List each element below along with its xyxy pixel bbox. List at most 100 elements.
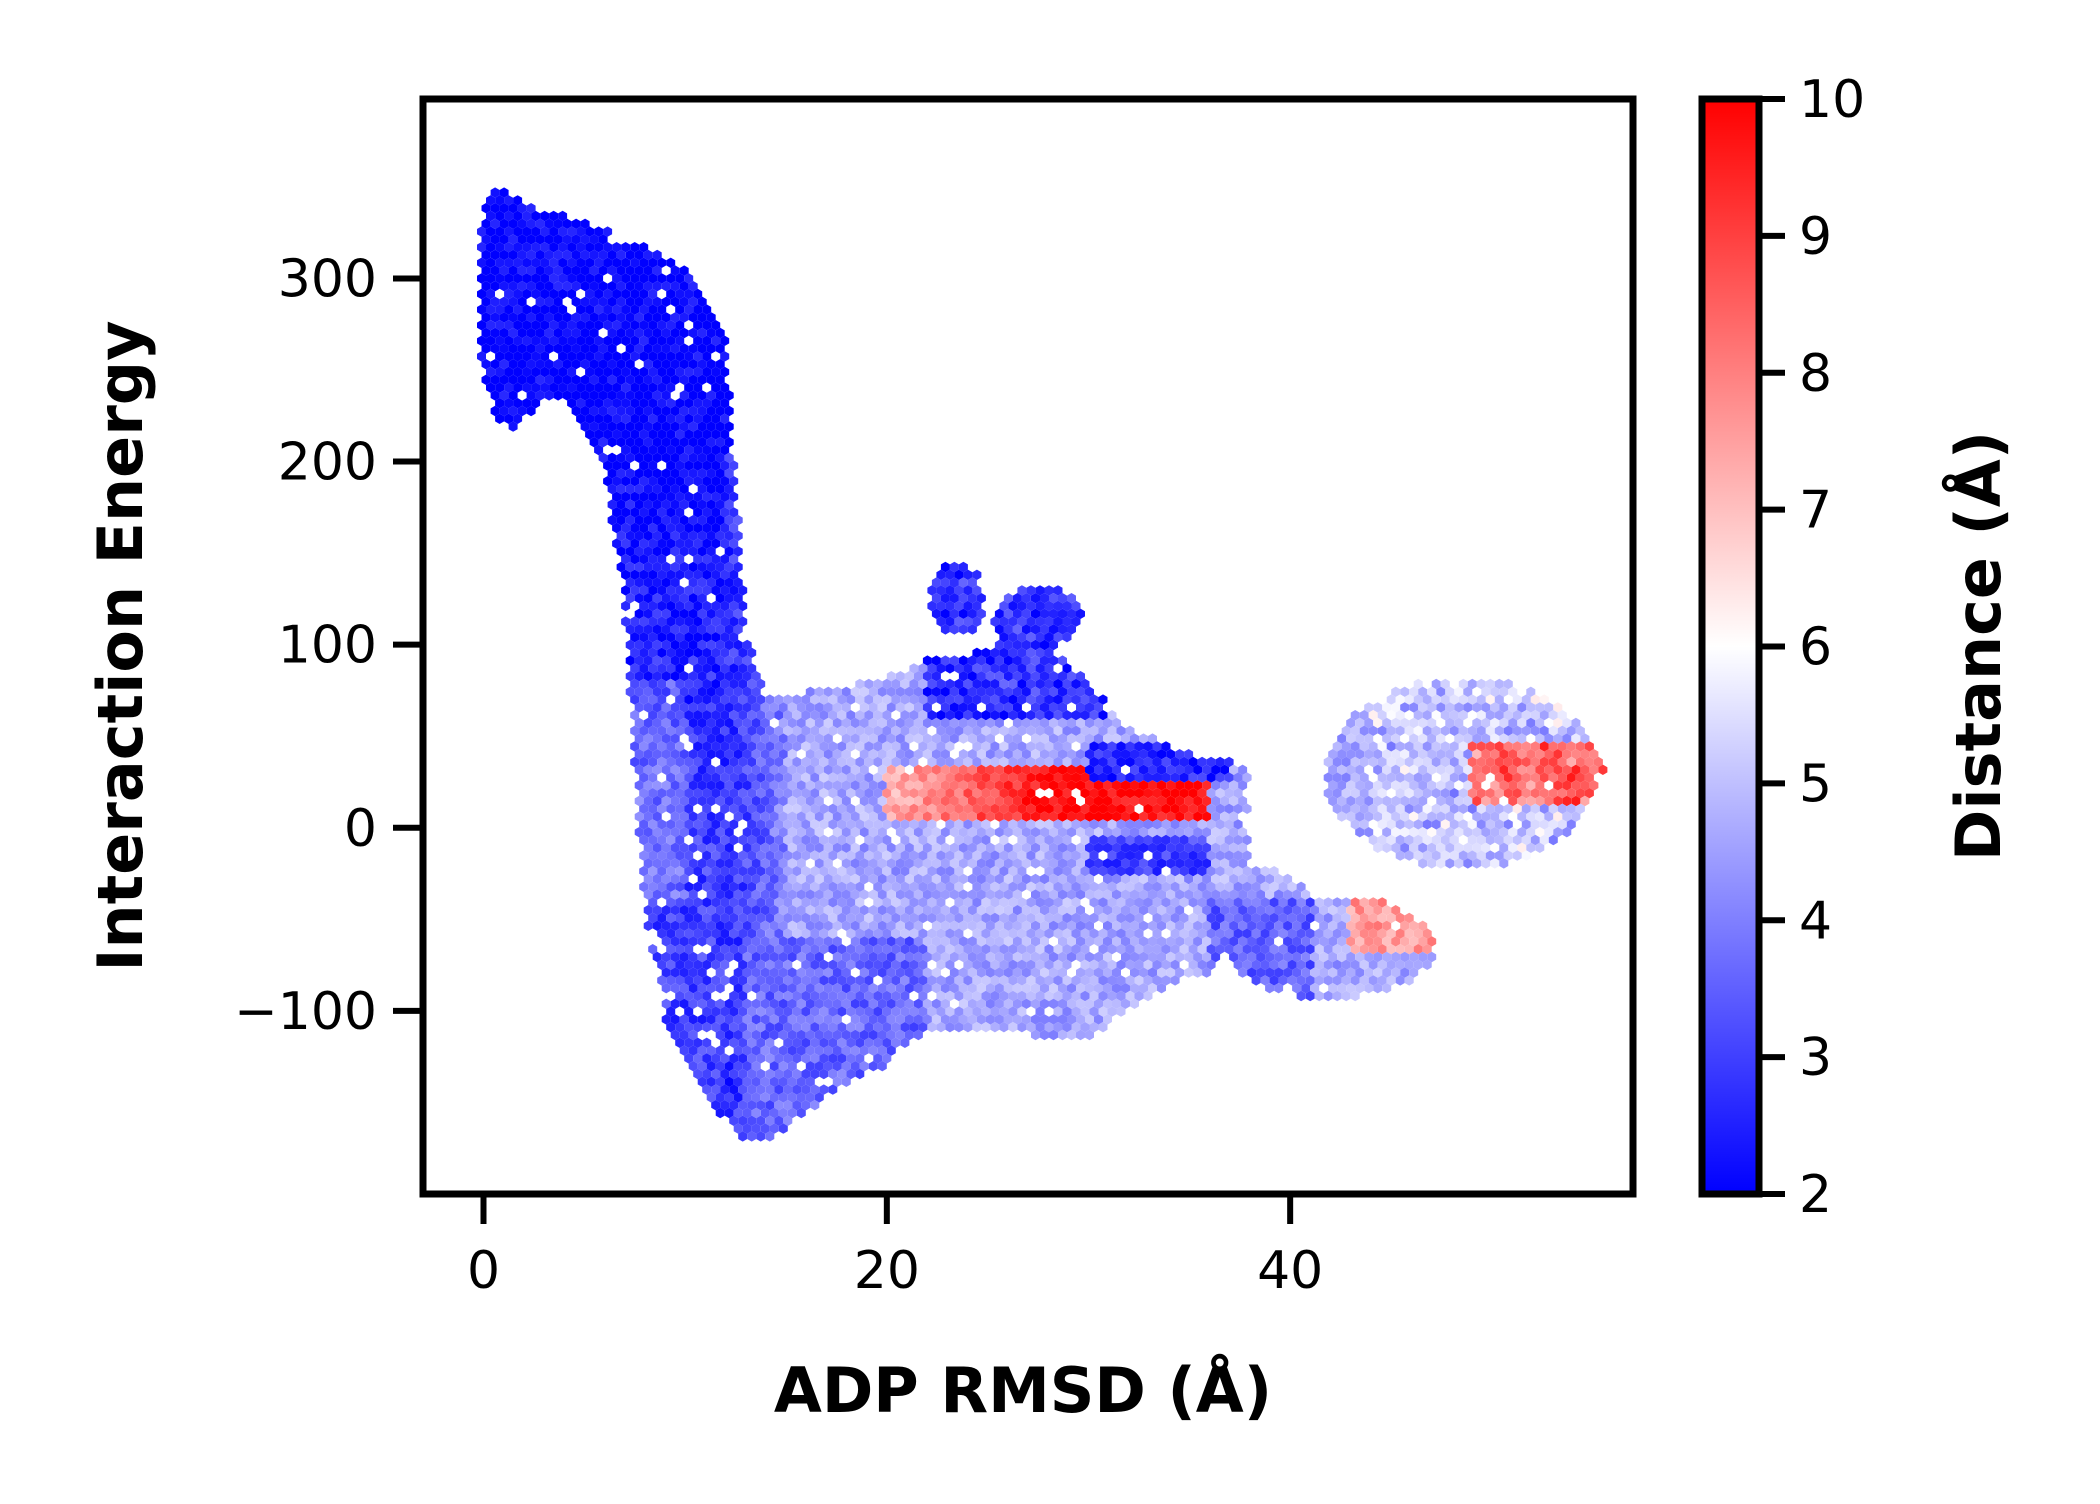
hexbin-cell xyxy=(1053,616,1063,627)
hexbin-cell xyxy=(571,265,581,276)
hexbin-cell xyxy=(657,600,667,612)
hexbin-cell xyxy=(886,686,896,697)
hexbin-cell xyxy=(621,398,631,409)
hexbin-cell xyxy=(706,686,716,697)
hexbin-cell xyxy=(621,600,631,612)
hexbin-cell xyxy=(994,655,1004,666)
hexbin-cell xyxy=(958,624,968,635)
hexbin-cell xyxy=(648,476,658,487)
hexbin-cell xyxy=(634,686,644,697)
hexbin-cell xyxy=(567,351,577,362)
hexbin-cell xyxy=(630,538,640,549)
hexbin-cell xyxy=(679,421,689,432)
hexbin-cell xyxy=(607,249,617,261)
hexbin-cell xyxy=(679,437,689,448)
hexbin-cell xyxy=(999,632,1009,643)
hexbin-cell xyxy=(1017,632,1027,643)
hexbin-cell xyxy=(711,429,721,440)
hexbin-cell xyxy=(639,616,649,627)
hexbin-cell xyxy=(675,538,685,549)
hexbin-cell xyxy=(706,624,716,635)
hexbin-cell xyxy=(490,234,500,245)
hexbin-cell xyxy=(927,678,937,690)
hexbin-cell xyxy=(715,452,725,463)
hexbin-cell xyxy=(612,304,622,315)
hexbin-cell xyxy=(1008,663,1018,674)
hexbin-cell xyxy=(976,608,986,619)
hexbin-cell xyxy=(630,522,640,534)
colorbar-tick-label: 9 xyxy=(1799,207,1832,267)
hexbin-cell xyxy=(981,647,991,658)
hexbin-cell xyxy=(517,405,527,417)
hexbin-cell xyxy=(535,249,545,261)
hexbin-cell xyxy=(715,390,725,401)
hexbin-cell xyxy=(1494,694,1504,705)
hexbin-cell xyxy=(895,686,905,697)
hexbin-cell xyxy=(544,390,554,401)
hexbin-cell xyxy=(522,335,532,346)
hexbin-cell xyxy=(544,327,554,339)
hexbin-cell xyxy=(940,593,950,604)
hexbin-cell xyxy=(693,413,703,424)
hexbin-cell xyxy=(643,655,653,666)
hexbin-cell xyxy=(729,616,739,627)
hexbin-cell xyxy=(666,585,676,596)
hexbin-cell xyxy=(927,694,937,705)
hexbin-cell xyxy=(729,522,739,534)
hexbin-cell xyxy=(679,702,689,713)
hexbin-cell xyxy=(661,655,671,666)
hexbin-cell xyxy=(589,249,599,261)
hexbin-cell xyxy=(1076,608,1085,619)
hexbin-cell xyxy=(711,694,721,705)
hexbin-cell xyxy=(549,366,559,378)
hexbin-cell xyxy=(724,546,734,557)
hexbin-cell xyxy=(1427,686,1437,697)
hexbin-cell xyxy=(684,522,694,534)
hexbin-cell xyxy=(738,694,748,705)
hexbin-cell xyxy=(1026,647,1036,658)
hexbin-cell xyxy=(729,600,739,612)
hexbin-cell xyxy=(594,242,604,253)
hexbin-cell xyxy=(517,203,527,214)
hexbin-cell xyxy=(594,351,604,362)
hexbin-cell xyxy=(724,561,734,573)
hexbin-cell xyxy=(517,296,527,307)
hexbin-cell xyxy=(562,234,572,245)
hexbin-cell xyxy=(625,546,635,557)
hexbin-cell xyxy=(526,218,536,229)
x-tick-label: 40 xyxy=(1257,1241,1323,1301)
hexbin-cell xyxy=(639,600,649,612)
hexbin-cell xyxy=(490,203,500,214)
hexbin-cell xyxy=(612,242,622,253)
hexbin-cell xyxy=(675,351,685,362)
hexbin-cell xyxy=(684,444,694,456)
hexbin-cell xyxy=(684,491,694,502)
hexbin-cell xyxy=(504,398,514,409)
hexbin-cell xyxy=(634,671,644,682)
hexbin-cell xyxy=(625,421,635,432)
hexbin-cell xyxy=(544,218,554,229)
hexbin-cell xyxy=(648,398,658,409)
hexbin-cell xyxy=(576,382,586,393)
hexbin-cell xyxy=(661,702,671,713)
hexbin-cell xyxy=(625,249,635,261)
hexbin-cell xyxy=(936,694,946,705)
hexbin-cell xyxy=(571,343,581,354)
hexbin-cell xyxy=(1017,678,1027,690)
hexbin-cell xyxy=(720,429,730,440)
hexbin-cell xyxy=(1067,608,1076,619)
hexbin-cell xyxy=(1040,671,1049,682)
hexbin-cell xyxy=(927,585,937,596)
hexbin-cell xyxy=(625,359,635,370)
hexbin-cell xyxy=(958,608,968,619)
hexbin-cell xyxy=(675,663,685,674)
hexbin-cell xyxy=(504,195,514,206)
hexbin-cell xyxy=(589,437,599,448)
hexbin-cell xyxy=(679,405,689,417)
hexbin-cell xyxy=(522,242,532,253)
hexbin-cell xyxy=(598,452,608,463)
hexbin-cell xyxy=(499,265,509,276)
hexbin-cell xyxy=(639,507,649,518)
hexbin-cell xyxy=(499,374,509,385)
hexbin-cell xyxy=(598,421,608,432)
